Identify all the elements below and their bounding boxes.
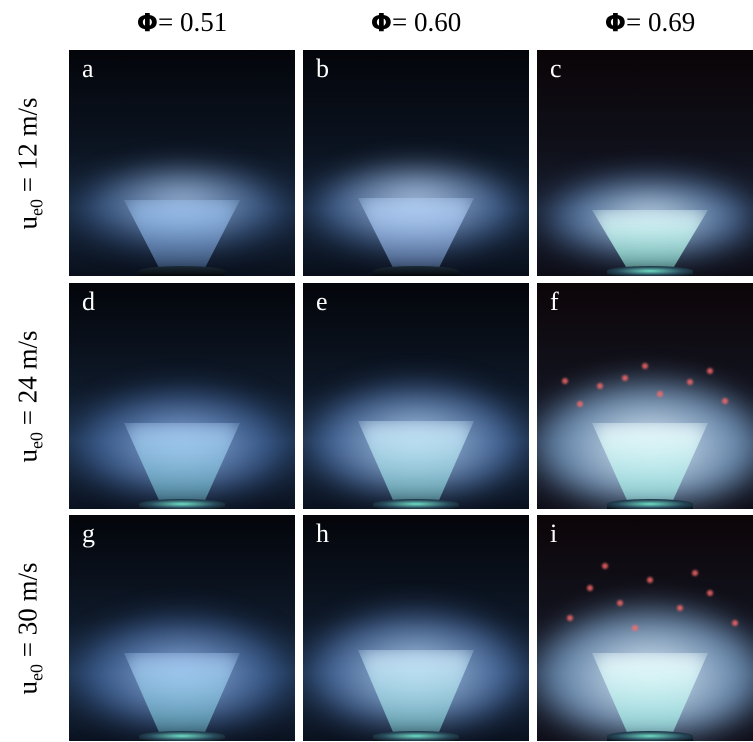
velocity-value: = 12 m/s <box>12 97 43 199</box>
ember-particle <box>577 401 583 407</box>
phi-value: = 0.60 <box>392 7 462 37</box>
burner-base <box>373 266 459 276</box>
row-header-30ms: ue0 = 30 m/s <box>0 515 60 741</box>
flame-panel-g: g <box>69 515 295 741</box>
ember-particle <box>562 378 568 384</box>
flame-panel-a: a <box>69 50 295 276</box>
burner-base <box>373 499 459 509</box>
burner-base <box>373 731 459 741</box>
velocity-symbol: u <box>12 680 43 695</box>
burner-base <box>139 499 225 509</box>
ember-particle <box>707 590 713 596</box>
panel-label: e <box>316 287 328 316</box>
flame-panel-f: f <box>537 283 753 509</box>
phi-value: = 0.69 <box>626 7 696 37</box>
velocity-value: = 24 m/s <box>12 330 43 432</box>
panel-label: a <box>82 54 94 83</box>
row-label: ue0 = 24 m/s <box>13 330 48 462</box>
row-header-24ms: ue0 = 24 m/s <box>0 283 60 509</box>
ember-particle <box>722 398 728 404</box>
phi-symbol: Φ <box>604 8 627 37</box>
flame-panel-d: d <box>69 283 295 509</box>
ember-particle <box>677 605 683 611</box>
ember-particle <box>567 615 573 621</box>
ember-particle <box>642 363 648 369</box>
phi-symbol: Φ <box>370 8 393 37</box>
column-header-phi-060: Φ= 0.60 <box>306 2 526 42</box>
burner-base <box>607 499 693 509</box>
phi-value: = 0.51 <box>158 7 228 37</box>
panel-label: h <box>316 519 329 548</box>
ember-particle <box>617 600 623 606</box>
ember-particle <box>622 375 628 381</box>
ember-particle <box>732 620 738 626</box>
velocity-subscript: e0 <box>26 431 47 449</box>
ember-particle <box>687 379 693 385</box>
row-label: ue0 = 12 m/s <box>13 97 48 229</box>
burner-base <box>139 266 225 276</box>
column-header-phi-069: Φ= 0.69 <box>540 2 753 42</box>
flame-panel-h: h <box>303 515 529 741</box>
velocity-subscript: e0 <box>26 663 47 681</box>
velocity-symbol: u <box>12 448 43 463</box>
ember-particle <box>707 368 713 374</box>
ember-particle <box>692 570 698 576</box>
flame-panel-b: b <box>303 50 529 276</box>
panel-label: d <box>82 287 95 316</box>
burner-base <box>607 731 693 741</box>
ember-particle <box>597 383 603 389</box>
ember-particle <box>632 625 638 631</box>
flame-panel-i: i <box>537 515 753 741</box>
velocity-value: = 30 m/s <box>12 562 43 664</box>
phi-symbol: Φ <box>136 8 159 37</box>
row-label: ue0 = 30 m/s <box>13 562 48 694</box>
burner-base <box>607 266 693 276</box>
velocity-symbol: u <box>12 215 43 230</box>
ember-particle <box>657 391 663 397</box>
panel-label: c <box>550 54 562 83</box>
panel-label: g <box>82 519 95 548</box>
row-header-12ms: ue0 = 12 m/s <box>0 50 60 276</box>
column-header-phi-051: Φ= 0.51 <box>72 2 292 42</box>
flame-panel-e: e <box>303 283 529 509</box>
panel-label: f <box>550 287 559 316</box>
velocity-subscript: e0 <box>26 198 47 216</box>
flame-panel-c: c <box>537 50 753 276</box>
ember-particle <box>602 563 608 569</box>
panel-label: i <box>550 519 558 548</box>
ember-particle <box>587 585 593 591</box>
panel-label: b <box>316 54 329 83</box>
burner-base <box>139 731 225 741</box>
ember-particle <box>647 577 653 583</box>
